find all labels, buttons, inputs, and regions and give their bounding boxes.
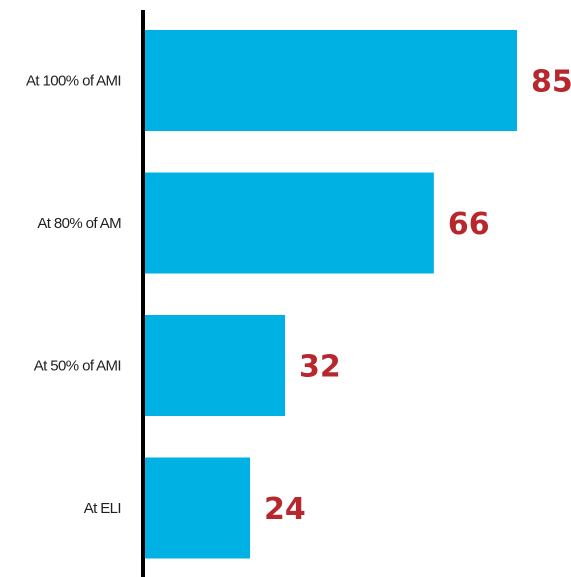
bar-at-100-of-ami	[145, 30, 517, 131]
value-label-at-eli: 24	[264, 492, 306, 527]
bars-group	[145, 30, 517, 559]
value-label-at-80-of-am: 66	[448, 207, 490, 242]
bar-at-80-of-am	[145, 172, 434, 274]
value-label-at-50-of-ami: 32	[299, 350, 341, 385]
category-label-at-80-of-am: At 80% of AM	[37, 215, 121, 232]
bar-at-eli	[145, 457, 251, 559]
value-label-at-100-of-ami: 85	[531, 65, 571, 100]
value-labels-group: 85 66 32 24	[264, 65, 571, 528]
category-labels-group: At 100% of AMI At 80% of AM At 50% of AMI A…	[26, 73, 122, 518]
bar-at-50-of-ami	[145, 315, 286, 416]
category-label-at-100-of-ami: At 100% of AMI	[26, 73, 121, 90]
category-label-at-50-of-ami: At 50% of AMI	[34, 358, 121, 375]
category-label-at-eli: At ELI	[84, 500, 121, 517]
